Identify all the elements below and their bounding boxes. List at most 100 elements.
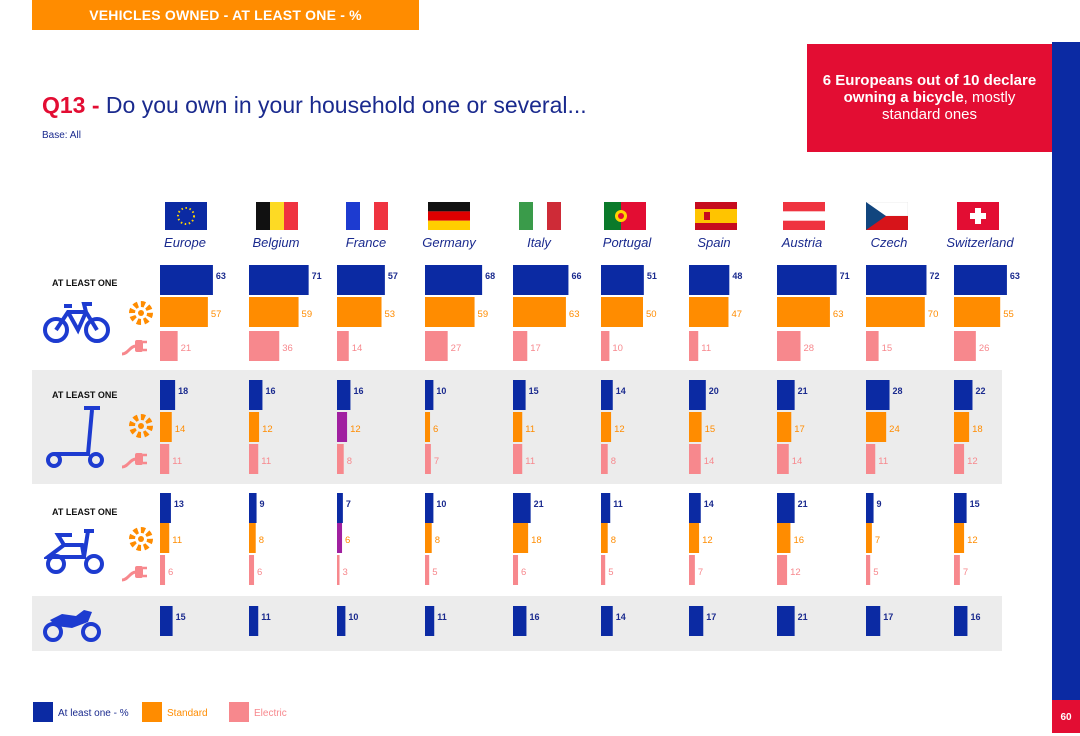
value-label-bicycle-at-least-one-italy: 66 <box>571 271 581 281</box>
bar-moped-at-least-one-switzerland <box>954 493 967 523</box>
value-label-bicycle-at-least-one-europe: 63 <box>216 271 226 281</box>
bar-moped-electric-czech <box>866 555 871 585</box>
legend-swatch-standard <box>142 702 162 722</box>
headline-rest-1: , mostly <box>963 89 1016 106</box>
value-label-moped-standard-belgium: 8 <box>259 535 264 546</box>
bar-moped-electric-belgium <box>249 555 255 585</box>
bar-moped-electric-france <box>337 555 340 585</box>
bar-bicycle-standard-italy <box>513 297 566 327</box>
value-label-bicycle-electric-france: 14 <box>352 343 363 354</box>
bar-motorbike-at-least-one-spain <box>689 606 704 636</box>
bar-bicycle-standard-spain <box>689 297 729 327</box>
value-label-bicycle-electric-belgium: 36 <box>282 343 293 354</box>
country-label-europe: Europe <box>164 235 206 250</box>
value-label-moped-at-least-one-portugal: 11 <box>613 499 623 509</box>
page-number: 60 <box>1052 700 1080 733</box>
value-label-bicycle-electric-spain: 11 <box>701 343 711 354</box>
bar-moped-electric-portugal <box>601 555 606 585</box>
value-label-moped-at-least-one-germany: 10 <box>436 499 446 509</box>
base-note: Base: All <box>42 130 81 141</box>
bar-kick-scooter-at-least-one-germany <box>425 380 434 410</box>
value-label-kick-scooter-at-least-one-italy: 15 <box>529 386 539 396</box>
bar-kick-scooter-standard-france <box>337 412 348 442</box>
bar-moped-standard-portugal <box>601 523 608 553</box>
portugal-flag-icon <box>604 202 646 230</box>
bar-kick-scooter-at-least-one-czech <box>866 380 890 410</box>
bar-bicycle-at-least-one-france <box>337 265 385 295</box>
value-label-kick-scooter-standard-czech: 24 <box>889 424 900 435</box>
value-label-moped-electric-italy: 6 <box>521 567 526 578</box>
value-label-kick-scooter-standard-europe: 14 <box>175 424 186 435</box>
country-label-portugal: Portugal <box>602 235 652 250</box>
value-label-bicycle-standard-spain: 47 <box>731 309 742 320</box>
headline-rest-2: standard ones <box>881 106 978 123</box>
bar-kick-scooter-at-least-one-france <box>337 380 351 410</box>
value-label-moped-electric-portugal: 5 <box>608 567 613 578</box>
bar-bicycle-at-least-one-austria <box>777 265 837 295</box>
bar-kick-scooter-standard-europe <box>160 412 172 442</box>
bar-moped-standard-switzerland <box>954 523 965 553</box>
bar-moped-at-least-one-belgium <box>249 493 257 523</box>
bar-moped-at-least-one-france <box>337 493 343 523</box>
bar-kick-scooter-electric-italy <box>513 444 523 474</box>
right-strip <box>1052 0 1080 733</box>
bar-bicycle-standard-switzerland <box>954 297 1001 327</box>
value-label-bicycle-standard-france: 53 <box>385 309 396 320</box>
bar-moped-at-least-one-italy <box>513 493 531 523</box>
value-label-moped-at-least-one-czech: 9 <box>877 499 882 509</box>
switzerland-flag-icon <box>957 202 999 230</box>
value-label-motorbike-at-least-one-switzerland: 16 <box>970 612 980 622</box>
bar-kick-scooter-electric-austria <box>777 444 789 474</box>
value-label-moped-at-least-one-switzerland: 15 <box>970 499 980 509</box>
bar-bicycle-at-least-one-germany <box>425 265 483 295</box>
bar-bicycle-at-least-one-europe <box>160 265 213 295</box>
value-label-kick-scooter-standard-italy: 11 <box>525 424 535 435</box>
value-label-kick-scooter-at-least-one-spain: 20 <box>709 386 719 396</box>
value-label-bicycle-electric-austria: 28 <box>804 343 815 354</box>
bar-motorbike-at-least-one-france <box>337 606 346 636</box>
value-label-bicycle-standard-europe: 57 <box>211 309 222 320</box>
bar-kick-scooter-at-least-one-europe <box>160 380 176 410</box>
value-label-moped-standard-italy: 18 <box>531 535 542 546</box>
value-label-kick-scooter-electric-spain: 14 <box>704 456 715 467</box>
bar-kick-scooter-electric-germany <box>425 444 431 474</box>
value-label-bicycle-at-least-one-belgium: 71 <box>312 271 322 281</box>
legend-label-electric: Electric <box>254 708 287 719</box>
country-label-france: France <box>345 235 387 250</box>
value-label-kick-scooter-standard-spain: 15 <box>705 424 716 435</box>
standard-gear-icon <box>129 527 153 551</box>
bar-kick-scooter-standard-belgium <box>249 412 260 442</box>
value-label-kick-scooter-standard-austria: 17 <box>794 424 805 435</box>
value-label-kick-scooter-standard-portugal: 12 <box>614 424 625 435</box>
value-label-moped-at-least-one-italy: 21 <box>534 499 544 509</box>
bar-kick-scooter-electric-france <box>337 444 344 474</box>
bar-bicycle-electric-spain <box>689 331 699 361</box>
value-label-bicycle-electric-europe: 21 <box>181 343 192 354</box>
bar-bicycle-standard-czech <box>866 297 925 327</box>
eu-flag-icon <box>165 202 207 230</box>
electric-plug-icon <box>121 453 147 469</box>
country-label-switzerland: Switzerland <box>946 235 1014 250</box>
bar-kick-scooter-at-least-one-portugal <box>601 380 613 410</box>
value-label-bicycle-electric-switzerland: 26 <box>979 343 990 354</box>
headline-box: 6 Europeans out of 10 declare owning a b… <box>807 44 1052 152</box>
bar-moped-standard-europe <box>160 523 170 553</box>
bar-motorbike-at-least-one-switzerland <box>954 606 968 636</box>
italy-flag-icon <box>519 202 561 230</box>
value-label-moped-standard-spain: 12 <box>702 535 713 546</box>
bar-moped-standard-germany <box>425 523 432 553</box>
moped-icon <box>44 529 104 574</box>
bar-kick-scooter-standard-austria <box>777 412 792 442</box>
value-label-motorbike-at-least-one-germany: 11 <box>437 612 447 622</box>
value-label-bicycle-standard-portugal: 50 <box>646 309 657 320</box>
value-label-kick-scooter-electric-portugal: 8 <box>611 456 616 467</box>
bar-motorbike-at-least-one-czech <box>866 606 881 636</box>
value-label-moped-electric-czech: 5 <box>873 567 878 578</box>
value-label-moped-standard-portugal: 8 <box>611 535 616 546</box>
standard-gear-icon <box>129 414 153 438</box>
bar-bicycle-at-least-one-italy <box>513 265 569 295</box>
germany-flag-icon <box>428 202 470 230</box>
bar-moped-at-least-one-portugal <box>601 493 611 523</box>
value-label-moped-standard-switzerland: 12 <box>967 535 978 546</box>
